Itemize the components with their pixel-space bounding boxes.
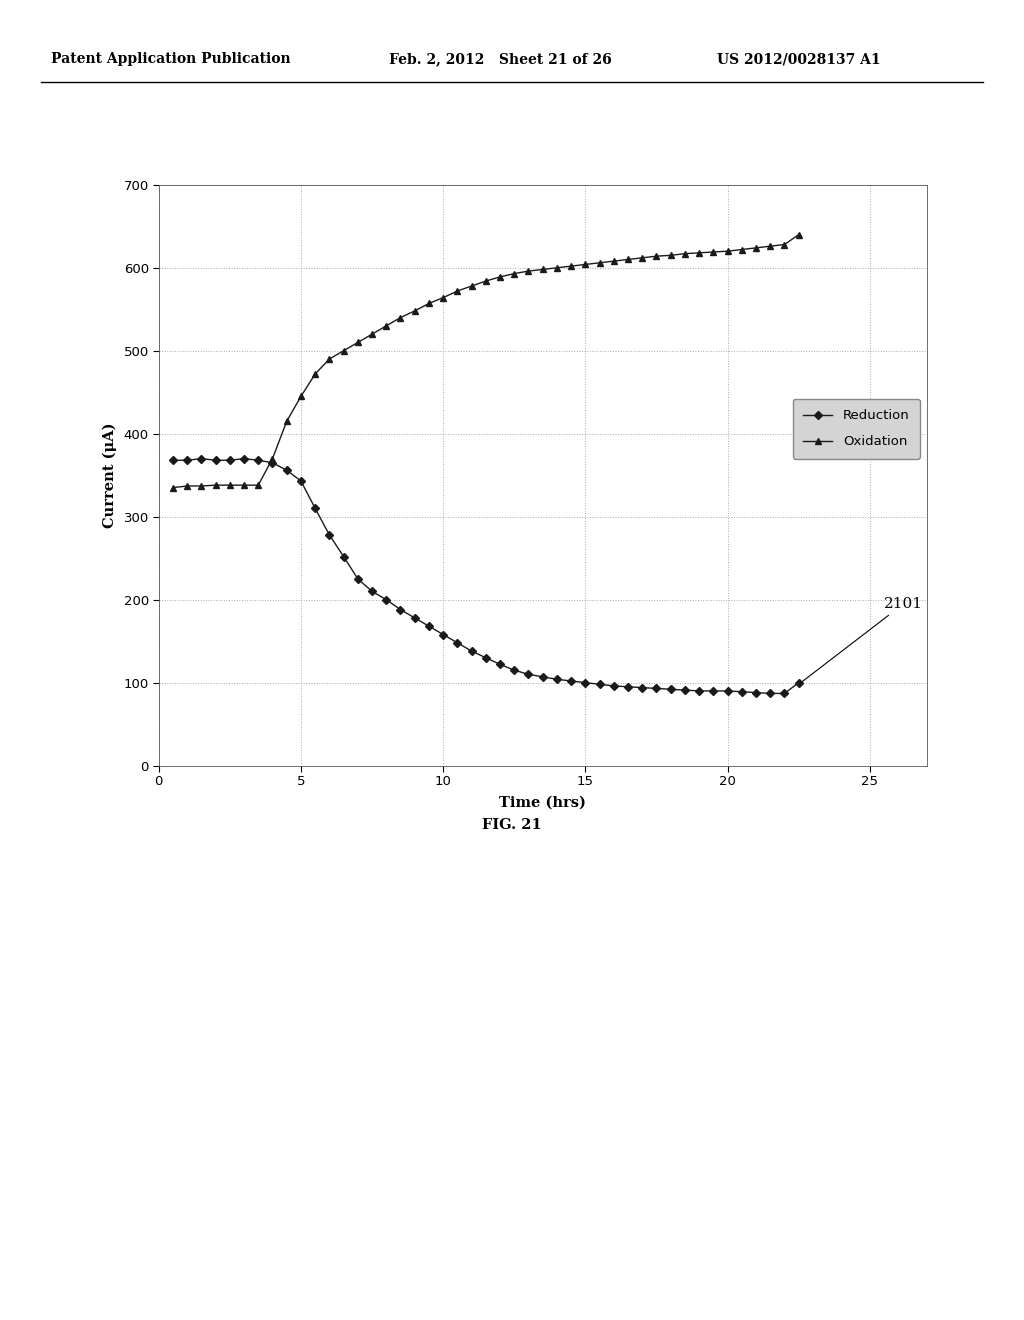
Text: Patent Application Publication: Patent Application Publication: [51, 53, 291, 66]
X-axis label: Time (hrs): Time (hrs): [500, 795, 586, 809]
Text: FIG. 21: FIG. 21: [482, 818, 542, 832]
Text: US 2012/0028137 A1: US 2012/0028137 A1: [717, 53, 881, 66]
Y-axis label: Current (μA): Current (μA): [102, 422, 117, 528]
Text: 2101: 2101: [801, 597, 923, 682]
Text: Feb. 2, 2012   Sheet 21 of 26: Feb. 2, 2012 Sheet 21 of 26: [389, 53, 612, 66]
Legend: Reduction, Oxidation: Reduction, Oxidation: [793, 399, 921, 459]
